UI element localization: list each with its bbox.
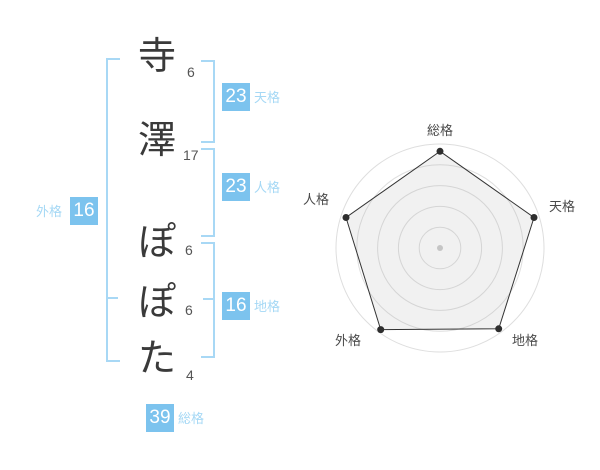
name-character-3: ぽ: [137, 222, 176, 264]
soukaku-label: 総格: [178, 411, 205, 426]
radar-chart: 総格天格地格 外格 人格: [290, 110, 590, 370]
grid-circle: [397, 205, 483, 291]
stroke-count-5: 4: [186, 367, 194, 383]
chikaku-bracket: [201, 242, 215, 358]
center-dot: [437, 245, 443, 251]
tenkaku-bracket: [201, 60, 215, 143]
name-character-1: 寺: [137, 36, 176, 78]
jinkaku-badge: 23: [222, 173, 250, 201]
grid-circle: [335, 143, 545, 353]
chikaku-badge: 16: [222, 292, 250, 320]
gaikaku-bracket: [106, 58, 120, 362]
name-character-4: ぽ: [137, 282, 176, 324]
radar-vertex-dot: [530, 214, 538, 221]
tenkaku-badge: 23: [222, 83, 250, 111]
radar-axis-label: 地格: [512, 333, 538, 348]
grid-circle: [377, 185, 503, 311]
gaikaku-badge: 16: [70, 197, 98, 225]
radar-vertex-dot: [342, 214, 350, 221]
chikaku-label: 地格: [254, 299, 281, 314]
radar-axis-label: 外格: [335, 333, 361, 348]
stroke-count-4: 6: [185, 302, 193, 318]
soukaku-badge: 39: [146, 404, 174, 432]
jinkaku-label: 人格: [254, 180, 281, 195]
gaikaku-label: 外格: [36, 204, 63, 219]
stroke-count-1: 6: [187, 64, 195, 80]
stroke-count-3: 6: [185, 242, 193, 258]
chikaku-bracket-middle-tick: [203, 298, 213, 300]
jinkaku-bracket: [201, 148, 215, 237]
radar-vertex-dot: [495, 325, 503, 333]
grid-circle: [356, 164, 524, 332]
radar-axis-label: 天格: [549, 199, 575, 214]
radar-axis-label: 人格: [303, 192, 329, 207]
name-character-2: 澤: [137, 120, 176, 162]
radar-axis-label: 総格: [427, 123, 453, 138]
radar-vertex-dot: [436, 147, 444, 155]
radar-polygon: [345, 150, 535, 331]
name-character-5: た: [137, 338, 176, 380]
gaikaku-bracket-middle-tick: [108, 297, 118, 299]
tenkaku-label: 天格: [254, 90, 281, 105]
radar-vertex-dot: [377, 326, 385, 334]
stroke-count-2: 17: [183, 147, 199, 163]
grid-circle: [418, 226, 462, 270]
